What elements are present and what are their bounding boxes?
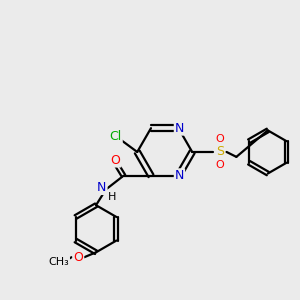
Text: CH₃: CH₃ <box>48 257 69 267</box>
Text: Cl: Cl <box>110 130 122 143</box>
Text: N: N <box>175 169 184 182</box>
Text: O: O <box>215 160 224 170</box>
Text: O: O <box>215 134 224 144</box>
Text: H: H <box>107 192 116 203</box>
Text: S: S <box>216 146 224 158</box>
Text: N: N <box>175 122 184 135</box>
Text: O: O <box>74 251 83 264</box>
Text: N: N <box>97 181 106 194</box>
Text: O: O <box>111 154 121 166</box>
